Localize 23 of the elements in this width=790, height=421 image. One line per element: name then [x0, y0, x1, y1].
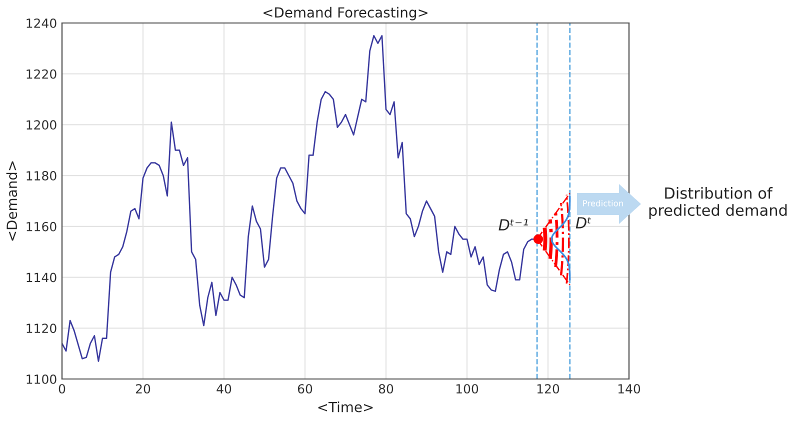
- x-tick-label: 140: [618, 384, 640, 394]
- x-tick-label: 0: [58, 384, 66, 394]
- annotation: Prediction: [583, 200, 623, 206]
- y-tick-label: 1200: [26, 120, 56, 130]
- y-tick-label: 1100: [26, 374, 56, 384]
- y-tick-label: 1160: [26, 222, 56, 232]
- x-tick-label: 40: [216, 384, 232, 394]
- x-tick-label: 20: [136, 384, 150, 394]
- y-tick-label: 1240: [26, 18, 56, 28]
- annotation: Dᵗ⁻¹: [498, 219, 528, 230]
- x-tick-label: 120: [537, 384, 560, 394]
- text: Distribution of predicted demand: [649, 187, 787, 219]
- y-axis-title: <Demand>: [6, 161, 18, 241]
- y-tick-label: 1120: [26, 324, 56, 334]
- x-axis-title: <Time>: [318, 402, 373, 412]
- y-tick-label: 1180: [26, 171, 56, 180]
- y-tick-label: 1220: [26, 69, 56, 79]
- annotation: Dᵗ: [576, 217, 592, 228]
- x-tick-label: 60: [298, 384, 312, 394]
- x-tick-label: 80: [378, 384, 394, 394]
- y-tick-label: 1140: [26, 272, 56, 282]
- chart-title: <Demand Forecasting>: [264, 6, 428, 20]
- x-tick-label: 100: [456, 384, 478, 394]
